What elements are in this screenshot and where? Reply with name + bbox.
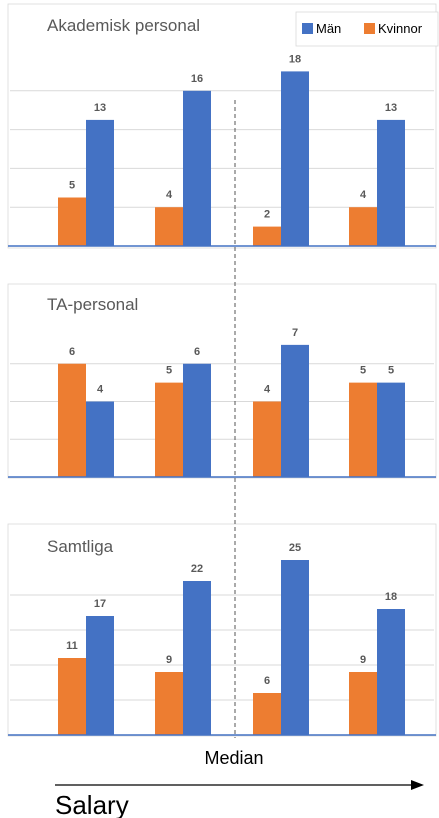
salary-label: Salary bbox=[55, 790, 129, 818]
panel-frame-samtliga bbox=[7, 523, 437, 737]
panel-samtliga-value-label-kvinna: 11 bbox=[66, 640, 78, 652]
panel-akademisk-value-label-kvinna: 2 bbox=[264, 209, 270, 221]
panel-samtliga-value-label-man: 22 bbox=[191, 563, 203, 575]
panel-akademisk-value-label-kvinna: 5 bbox=[69, 180, 75, 192]
panel-akademisk-bar-man bbox=[183, 90, 211, 246]
panel-ta-value-label-man: 7 bbox=[292, 327, 298, 339]
panel-ta-title: TA-personal bbox=[47, 295, 138, 314]
panel-akademisk: Akademisk personal 5 4 2 4 13 16 18 13 bbox=[8, 16, 436, 247]
panel-samtliga-value-label-man: 25 bbox=[289, 542, 301, 554]
legend-swatch-kvinna bbox=[364, 23, 375, 34]
panel-akademisk-bar-man bbox=[281, 71, 309, 247]
panel-ta-bar-kvinna bbox=[155, 382, 183, 477]
panel-ta-bar-man bbox=[86, 401, 114, 477]
panel-frame-akademisk bbox=[7, 3, 437, 249]
panel-samtliga-bar-kvinna bbox=[349, 672, 377, 735]
panel-samtliga-bar-kvinna bbox=[155, 672, 183, 735]
panel-akademisk-bar-man bbox=[377, 119, 405, 246]
panel-samtliga-value-label-kvinna: 9 bbox=[166, 654, 172, 666]
panel-ta-value-label-kvinna: 4 bbox=[264, 384, 271, 396]
panel-ta-value-label-kvinna: 6 bbox=[69, 346, 75, 358]
panel-akademisk-value-label-man: 18 bbox=[289, 53, 301, 65]
salary-arrow bbox=[55, 780, 424, 790]
panel-samtliga-bar-kvinna bbox=[58, 658, 86, 735]
panel-samtliga-bar-man bbox=[281, 560, 309, 735]
panel-samtliga: Samtliga 11 9 6 9 17 22 25 18 bbox=[8, 537, 436, 736]
panel-samtliga-bar-kvinna bbox=[253, 693, 281, 735]
panel-ta-value-label-kvinna: 5 bbox=[360, 365, 366, 377]
panel-ta: TA-personal 6 5 4 5 4 6 7 5 bbox=[8, 295, 436, 478]
panel-akademisk-value-label-kvinna: 4 bbox=[166, 189, 173, 201]
panel-samtliga-title: Samtliga bbox=[47, 537, 114, 556]
legend-label-man: Män bbox=[316, 21, 341, 36]
panel-akademisk-value-label-man: 16 bbox=[191, 73, 203, 85]
panel-akademisk-value-label-man: 13 bbox=[94, 102, 106, 114]
panel-akademisk-bar-man bbox=[86, 119, 114, 246]
panel-samtliga-value-label-kvinna: 6 bbox=[264, 675, 270, 687]
legend-swatch-man bbox=[302, 23, 313, 34]
panel-ta-bar-kvinna bbox=[349, 382, 377, 477]
panel-akademisk-value-label-kvinna: 4 bbox=[360, 189, 367, 201]
panel-samtliga-value-label-man: 18 bbox=[385, 591, 397, 603]
chart-panels: Akademisk personal 5 4 2 4 13 16 18 13 TA-persona… bbox=[8, 16, 436, 736]
panel-akademisk-value-label-man: 13 bbox=[385, 102, 397, 114]
panel-ta-bar-man bbox=[377, 382, 405, 477]
panel-ta-bar-kvinna bbox=[253, 401, 281, 477]
panel-samtliga-bar-man bbox=[183, 581, 211, 735]
panel-akademisk-bar-kvinna bbox=[349, 207, 377, 246]
panel-akademisk-bar-kvinna bbox=[253, 226, 281, 246]
panel-ta-bar-kvinna bbox=[58, 363, 86, 477]
median-label: Median bbox=[204, 748, 263, 768]
panel-ta-value-label-man: 5 bbox=[388, 365, 394, 377]
panel-samtliga-bar-man bbox=[377, 609, 405, 735]
panel-akademisk-title: Akademisk personal bbox=[47, 16, 200, 35]
panel-ta-value-label-man: 4 bbox=[97, 384, 104, 396]
legend-label-kvinna: Kvinnor bbox=[378, 21, 423, 36]
legend: Män Kvinnor bbox=[295, 11, 439, 47]
panel-akademisk-bar-kvinna bbox=[155, 207, 183, 246]
panel-akademisk-bar-kvinna bbox=[58, 197, 86, 246]
panel-samtliga-value-label-kvinna: 9 bbox=[360, 654, 366, 666]
panel-samtliga-value-label-man: 17 bbox=[94, 598, 106, 610]
salary-arrow-head bbox=[411, 780, 424, 790]
panel-samtliga-bar-man bbox=[86, 616, 114, 735]
panel-ta-value-label-kvinna: 5 bbox=[166, 365, 172, 377]
panel-ta-bar-man bbox=[183, 363, 211, 477]
panel-ta-value-label-man: 6 bbox=[194, 346, 200, 358]
panel-frame-ta bbox=[7, 283, 437, 479]
panel-ta-bar-man bbox=[281, 344, 309, 477]
